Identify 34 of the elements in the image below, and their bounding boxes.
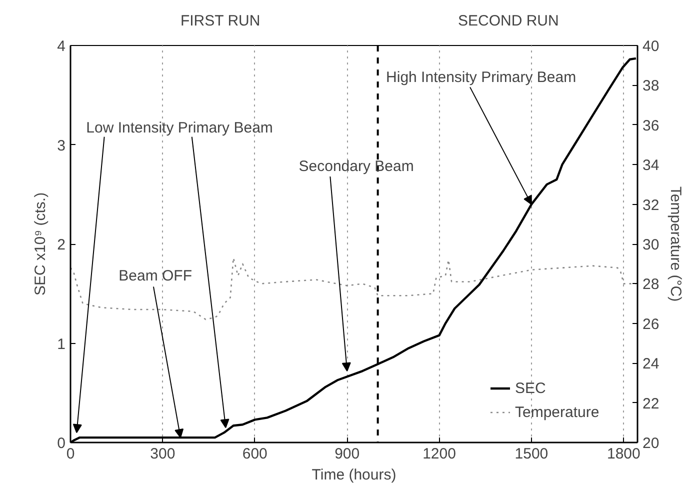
line-series <box>70 257 637 320</box>
annotation: Low Intensity Primary Beam <box>86 119 273 136</box>
y2-tick-label: 32 <box>642 196 660 214</box>
x-tick-label: 1800 <box>606 446 640 462</box>
y2-tick-label: 26 <box>642 316 660 333</box>
annotation: Secondary Beam <box>298 158 414 176</box>
x-tick-label: 600 <box>242 446 268 462</box>
annotation: Beam OFF <box>118 267 192 284</box>
y2-tick-label: 22 <box>642 395 660 412</box>
y2-tick-label: 20 <box>642 435 660 452</box>
y2-tick-label: 40 <box>642 38 660 55</box>
y2-tick-label: 34 <box>642 157 660 174</box>
y-tick-label: 2 <box>57 236 66 254</box>
y-tick-label: 0 <box>57 435 66 452</box>
y-tick-label: 4 <box>57 38 66 55</box>
y-axis-title: SEC x10⁹ (cts.) <box>32 192 50 296</box>
legend-label: SEC <box>515 380 546 396</box>
y-tick-label: 3 <box>57 137 66 154</box>
x-tick-label: 1200 <box>422 446 456 462</box>
y-tick-label: 1 <box>57 336 66 353</box>
y2-tick-label: 36 <box>642 117 660 134</box>
x-tick-label: 1500 <box>514 446 548 462</box>
x-tick-label: 900 <box>334 446 360 462</box>
x-tick-label: 300 <box>150 446 176 462</box>
text: SECOND RUN <box>458 12 559 30</box>
x-axis-title: Time (hours) <box>312 466 396 484</box>
y2-tick-label: 28 <box>642 276 660 294</box>
y2-axis-title: Temperature (°C) <box>667 186 684 302</box>
y2-tick-label: 30 <box>642 236 660 254</box>
y2-tick-label: 24 <box>642 356 660 373</box>
y2-tick-label: 38 <box>642 78 660 95</box>
annotation: High Intensity Primary Beam <box>386 68 576 86</box>
text: FIRST RUN <box>180 12 260 30</box>
legend-label: Temperature <box>515 404 600 420</box>
